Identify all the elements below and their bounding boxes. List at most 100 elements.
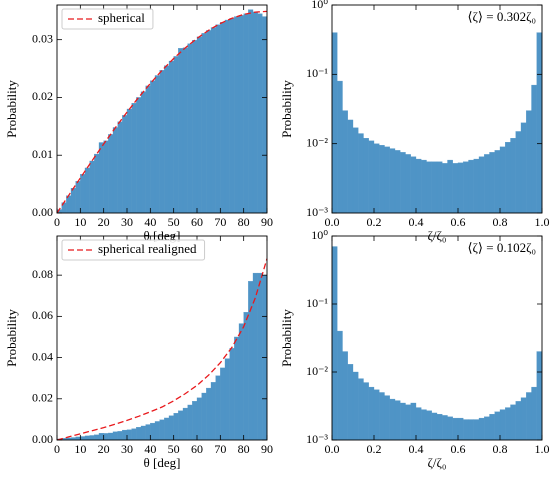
bar: [75, 181, 81, 214]
x-tick-label: 0.4: [409, 215, 424, 229]
bar: [347, 119, 354, 214]
y-tick-label: 0.06: [32, 308, 53, 322]
bar: [410, 156, 417, 214]
bar: [337, 80, 343, 214]
bar: [136, 97, 142, 214]
bar: [201, 392, 207, 441]
y-tick-label: 0.08: [32, 267, 53, 281]
bar: [468, 159, 474, 214]
bar: [389, 398, 396, 441]
bar: [473, 419, 480, 441]
bar: [182, 407, 188, 441]
bar: [178, 410, 184, 441]
bar: [431, 161, 438, 214]
x-tick-label: 0.2: [367, 215, 382, 229]
bar: [112, 431, 118, 441]
bar: [394, 150, 401, 214]
bar: [510, 138, 516, 214]
axes-frame: [56, 4, 268, 214]
bar: [140, 91, 146, 214]
bar: [342, 110, 348, 214]
legend-label: spherical realigned: [98, 241, 197, 256]
bar: [526, 110, 532, 214]
y-axis-label: Probability: [4, 80, 19, 138]
x-axis-label: θ [deg]: [144, 455, 181, 470]
x-tick-label: 0.0: [325, 442, 340, 456]
x-tick-label: 0.4: [409, 442, 424, 456]
x-tick-label: 0: [54, 442, 60, 456]
bar: [66, 195, 72, 214]
bar: [238, 323, 244, 441]
bar: [384, 146, 390, 214]
bar: [173, 413, 179, 441]
bar: [154, 421, 160, 441]
bar: [145, 424, 151, 441]
x-tick-label: 0: [54, 215, 60, 229]
bar: [484, 154, 490, 214]
bar: [75, 436, 81, 441]
bar: [394, 400, 401, 441]
bar: [224, 19, 230, 214]
bar: [358, 378, 364, 441]
bar: [400, 402, 406, 441]
bar: [494, 411, 501, 441]
x-tick-label: 0.6: [451, 442, 466, 456]
bar: [248, 281, 254, 441]
bar: [140, 425, 146, 441]
y-tick-label: 0.04: [32, 349, 53, 363]
x-tick-label: 60: [191, 215, 203, 229]
bar: [515, 401, 522, 441]
bar: [431, 412, 438, 441]
bar: [94, 153, 100, 214]
bar: [98, 142, 104, 214]
bar: [489, 152, 495, 214]
bar: [373, 143, 380, 214]
bar: [108, 432, 114, 441]
bar: [187, 43, 193, 214]
bar: [159, 70, 165, 214]
bar: [363, 382, 369, 441]
bar: [238, 15, 244, 214]
bar: [520, 122, 527, 214]
x-tick-label: 0.8: [493, 442, 508, 456]
y-axis-label: Probability: [279, 80, 294, 138]
bar: [352, 127, 359, 214]
bar: [536, 32, 543, 214]
x-tick-label: 60: [191, 442, 203, 456]
bar: [196, 36, 202, 214]
x-tick-label: 90: [261, 215, 273, 229]
bar: [145, 85, 151, 214]
bar: [489, 413, 495, 441]
bar: [80, 436, 86, 441]
bar: [526, 392, 532, 441]
x-axis-label: ζ/ζ₀: [428, 228, 447, 243]
bar: [452, 163, 459, 214]
bar: [436, 413, 443, 441]
bar: [168, 415, 174, 441]
bar: [164, 417, 170, 441]
x-tick-label: 0.8: [493, 215, 508, 229]
x-tick-label: 50: [168, 215, 180, 229]
bar: [220, 22, 226, 214]
bar: [499, 146, 506, 214]
legend-label: spherical: [98, 10, 145, 25]
bar: [243, 312, 249, 441]
bar: [126, 108, 132, 214]
bar: [384, 395, 390, 441]
bar: [192, 40, 198, 214]
y-tick-label: 10⁰: [311, 0, 328, 11]
bar: [379, 392, 385, 441]
bar: [447, 159, 453, 214]
bar: [442, 415, 448, 441]
x-axis-label: θ [deg]: [144, 228, 181, 243]
bar: [103, 433, 109, 441]
x-tick-label: 80: [238, 442, 250, 456]
bar: [436, 161, 443, 214]
axes-frame: [331, 4, 543, 214]
bar: [426, 161, 432, 214]
bar: [331, 246, 338, 441]
x-tick-label: 70: [214, 442, 226, 456]
axes-frame: [56, 235, 268, 441]
bar: [196, 397, 202, 441]
